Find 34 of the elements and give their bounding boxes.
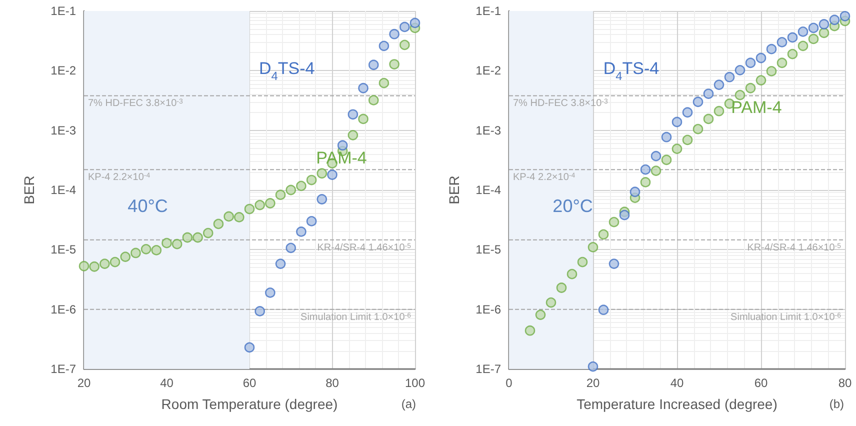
x-tick-label: 0 <box>506 376 513 390</box>
x-axis-title: Room Temperature (degree) <box>161 396 338 412</box>
y-tick-label: 1E-3 <box>50 123 76 138</box>
text: (b) <box>829 397 844 411</box>
y-tick-label: 1E-6 <box>476 302 502 316</box>
x-tick-label: 100 <box>404 376 426 390</box>
x-tick-label: 60 <box>754 376 768 390</box>
x-tick-label: 40 <box>160 376 174 390</box>
x-tick-label: 20 <box>586 376 600 390</box>
y-tick-label: 1E-7 <box>50 362 76 376</box>
y-tick-label: 1E-2 <box>50 64 76 78</box>
text: (a) <box>401 397 416 411</box>
x-tick-label: 20 <box>77 376 91 390</box>
y-tick-label: 1E-4 <box>476 183 502 197</box>
x-tick-label: 80 <box>326 376 340 390</box>
y-tick-label: 1E-1 <box>50 4 76 18</box>
y-tick-label: 1E-5 <box>476 242 502 257</box>
x-tick-label: 60 <box>242 376 256 390</box>
y-tick-label: 1E-4 <box>50 183 76 197</box>
y-tick-label: 1E-2 <box>476 64 502 78</box>
y-axis-title: BER <box>21 176 37 204</box>
y-tick-label: 1E-1 <box>476 4 502 18</box>
series-label: PAM-4 <box>316 148 367 168</box>
y-tick-label: 1E-6 <box>50 302 76 316</box>
x-tick-label: 80 <box>838 376 852 390</box>
y-tick-label: 1E-5 <box>50 242 76 257</box>
x-tick-label: 40 <box>670 376 684 390</box>
y-axis-title: BER <box>446 176 462 204</box>
annotation: 40°C <box>128 196 168 216</box>
annotation: 20°C <box>552 196 593 216</box>
y-tick-label: 1E-3 <box>476 123 502 138</box>
x-axis-title: Temperature Increased (degree) <box>576 396 778 412</box>
y-tick-label: 1E-7 <box>476 362 502 376</box>
series-label: PAM-4 <box>731 98 782 118</box>
